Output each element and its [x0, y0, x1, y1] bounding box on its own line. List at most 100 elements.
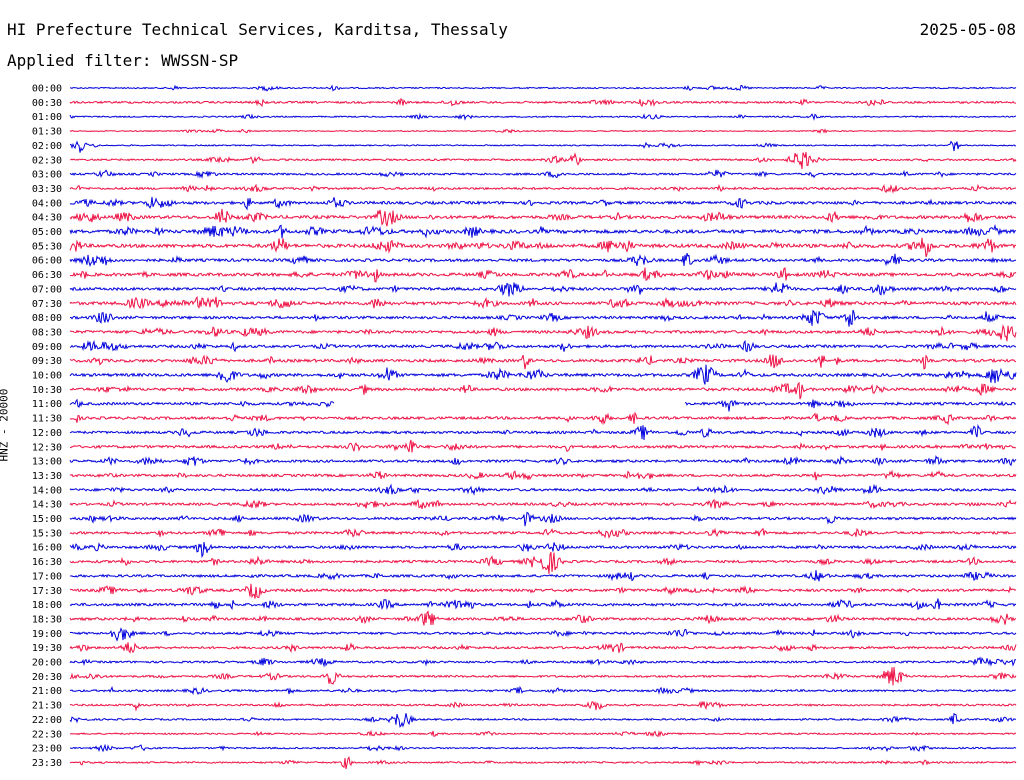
- tick-label-1230: 12:30: [32, 442, 62, 453]
- tick-label-0130: 01:30: [32, 127, 62, 138]
- trace-1430: [69, 498, 1017, 510]
- tick-label-0630: 06:30: [32, 270, 62, 281]
- tick-label-0800: 08:00: [32, 313, 62, 324]
- tick-label-0200: 02:00: [32, 141, 62, 152]
- tick-label-0430: 04:30: [32, 213, 62, 224]
- trace-1330: [69, 469, 1017, 481]
- trace-1830: [69, 610, 1017, 626]
- trace-0300: [69, 169, 1017, 179]
- trace-1000: [69, 364, 1017, 385]
- tick-label-1130: 11:30: [32, 414, 62, 425]
- trace-1600: [69, 542, 1017, 559]
- tick-label-0600: 06:00: [32, 256, 62, 267]
- trace-1100: [69, 398, 1017, 412]
- trace-1930: [69, 642, 1017, 654]
- trace-1630: [69, 551, 1017, 574]
- tick-label-2030: 20:30: [32, 672, 62, 683]
- trace-1900: [69, 627, 1017, 642]
- trace-0330: [69, 183, 1017, 194]
- tick-label-2330: 23:30: [32, 758, 62, 769]
- tick-label-1700: 17:00: [32, 571, 62, 582]
- trace-0000: [70, 84, 1017, 92]
- tick-label-0700: 07:00: [32, 284, 62, 295]
- trace-2330: [69, 756, 1017, 770]
- trace-1300: [69, 455, 1017, 467]
- trace-0200: [69, 140, 1016, 153]
- tick-label-0900: 09:00: [32, 342, 62, 353]
- tick-label-0500: 05:00: [32, 227, 62, 238]
- trace-2030: [69, 667, 1017, 686]
- tick-label-0830: 08:30: [32, 327, 62, 338]
- trace-0430: [69, 208, 1017, 227]
- tick-label-1100: 11:00: [32, 399, 62, 410]
- tick-label-1500: 15:00: [32, 514, 62, 525]
- trace-1700: [69, 570, 1016, 582]
- trace-1230: [69, 439, 1017, 453]
- tick-label-1830: 18:30: [32, 614, 62, 625]
- trace-0930: [69, 354, 1017, 370]
- trace-0100: [69, 112, 1017, 121]
- tick-label-1930: 19:30: [32, 643, 62, 654]
- tick-label-0100: 01:00: [32, 112, 62, 123]
- trace-0900: [69, 339, 1017, 353]
- trace-2230: [70, 729, 1017, 738]
- trace-1030: [69, 381, 1017, 400]
- trace-0600: [69, 253, 1017, 267]
- tick-label-2200: 22:00: [32, 715, 62, 726]
- trace-0830: [69, 324, 1017, 342]
- tick-label-1630: 16:30: [32, 557, 62, 568]
- trace-2200: [69, 712, 1017, 728]
- tick-label-1200: 12:00: [32, 428, 62, 439]
- trace-0230: [70, 151, 1017, 170]
- trace-1800: [69, 598, 1017, 611]
- tick-label-2100: 21:00: [32, 686, 62, 697]
- trace-2100: [69, 685, 1017, 696]
- trace-0800: [69, 309, 1017, 327]
- tick-label-0000: 00:00: [32, 84, 62, 95]
- tick-label-1330: 13:30: [32, 471, 62, 482]
- trace-1730: [69, 583, 1017, 599]
- trace-0700: [69, 282, 1017, 297]
- filter-label: Applied filter: WWSSN-SP: [7, 51, 239, 70]
- trace-2000: [69, 656, 1017, 668]
- tick-label-0530: 05:30: [32, 241, 62, 252]
- trace-1500: [69, 511, 1017, 527]
- page-title: HI Prefecture Technical Services, Kardit…: [7, 20, 508, 39]
- tick-label-0030: 00:30: [32, 98, 62, 109]
- tick-label-1600: 16:00: [32, 543, 62, 554]
- tick-label-1000: 10:00: [32, 371, 62, 382]
- tick-label-0400: 04:00: [32, 198, 62, 209]
- trace-0130: [69, 128, 1017, 135]
- tick-label-2300: 23:00: [32, 744, 62, 755]
- tick-label-0300: 03:00: [32, 170, 62, 181]
- tick-label-1300: 13:00: [32, 457, 62, 468]
- tick-label-0230: 02:30: [32, 155, 62, 166]
- tick-label-2230: 22:30: [32, 729, 62, 740]
- tick-label-1900: 19:00: [32, 629, 62, 640]
- tick-label-1530: 15:30: [32, 528, 62, 539]
- trace-0730: [69, 295, 1017, 310]
- trace-1130: [69, 411, 1017, 426]
- trace-0630: [69, 267, 1017, 283]
- tick-label-2130: 21:30: [32, 701, 62, 712]
- date-label: 2025-05-08: [919, 20, 1016, 39]
- trace-1200: [69, 423, 1017, 441]
- tick-label-2000: 20:00: [32, 658, 62, 669]
- tick-label-1400: 14:00: [32, 485, 62, 496]
- tick-label-0930: 09:30: [32, 356, 62, 367]
- tick-label-0730: 07:30: [32, 299, 62, 310]
- trace-0530: [69, 237, 1017, 257]
- tick-label-1430: 14:30: [32, 500, 62, 511]
- trace-0030: [69, 97, 1017, 107]
- trace-0500: [69, 223, 1017, 239]
- tick-label-1730: 17:30: [32, 586, 62, 597]
- tick-label-1800: 18:00: [32, 600, 62, 611]
- trace-2130: [69, 701, 1017, 712]
- tick-label-1030: 10:30: [32, 385, 62, 396]
- trace-0400: [69, 197, 1017, 211]
- trace-1530: [69, 527, 1016, 539]
- trace-2300: [69, 743, 1017, 753]
- trace-1400: [69, 483, 1017, 496]
- tick-label-0330: 03:30: [32, 184, 62, 195]
